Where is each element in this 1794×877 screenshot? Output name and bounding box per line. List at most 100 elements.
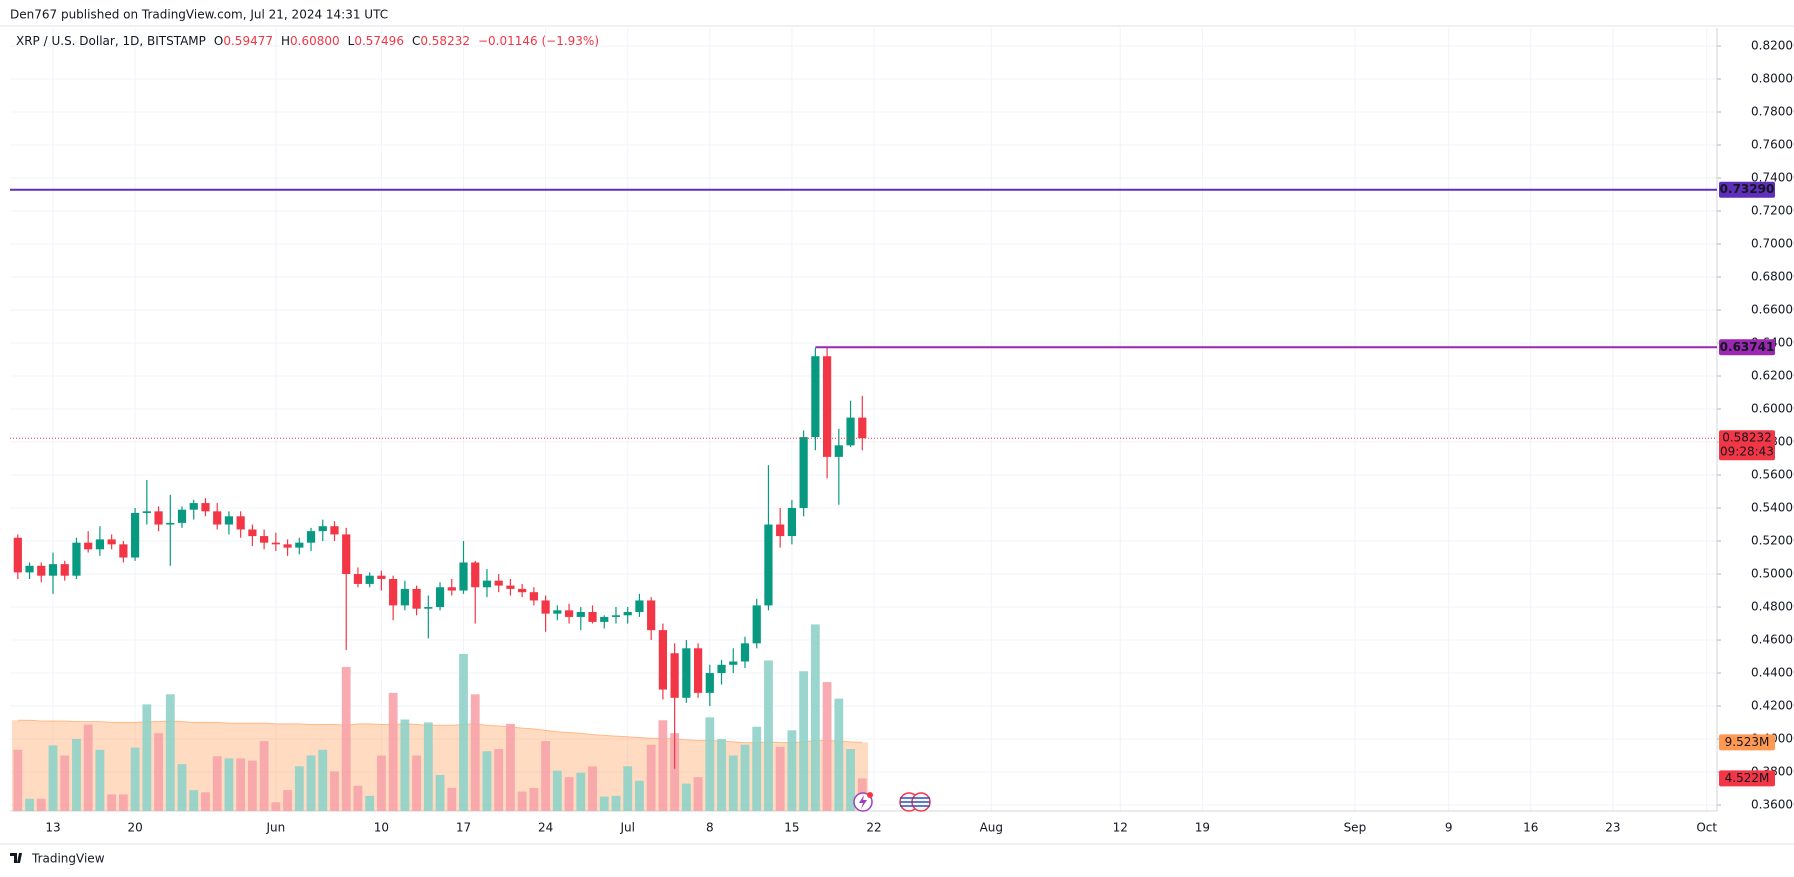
volume-bar xyxy=(130,747,140,811)
candle-body xyxy=(506,585,515,589)
volume-label-box xyxy=(1719,770,1775,787)
candle-body xyxy=(306,531,316,543)
volume-bar xyxy=(13,749,23,811)
candle-body xyxy=(834,445,843,457)
candle-body xyxy=(658,630,667,690)
candle-body xyxy=(459,562,468,591)
candle-body xyxy=(201,503,210,512)
candle-body xyxy=(647,600,656,631)
candle-body xyxy=(353,574,363,584)
volume-bar xyxy=(72,738,81,811)
candle-body xyxy=(670,653,679,698)
candle-body xyxy=(705,673,714,693)
volume-bar xyxy=(752,726,762,811)
candle-body xyxy=(37,565,46,576)
volume-bar xyxy=(236,758,246,811)
volume-bar xyxy=(459,653,468,811)
volume-bar xyxy=(635,780,644,811)
candle-body xyxy=(482,580,492,588)
candle-body xyxy=(224,516,234,525)
candle-body xyxy=(682,648,691,698)
volume-bar xyxy=(611,795,621,811)
candle-body xyxy=(518,588,527,593)
legend: XRP / U.S. Dollar, 1D, BITSTAMP O0.59477 H… xyxy=(16,34,599,48)
brand-logo xyxy=(10,853,22,863)
volume-bar xyxy=(400,719,410,811)
candle-body xyxy=(166,522,175,525)
volume-bar xyxy=(107,794,117,811)
candle-body xyxy=(858,417,867,439)
candle-body xyxy=(400,588,409,606)
candle-body xyxy=(529,592,538,601)
legend-value: 0.60800 xyxy=(290,34,340,48)
volume-bar xyxy=(353,785,363,811)
volume-label-box xyxy=(1719,734,1775,751)
x-tick-label: Oct xyxy=(1696,821,1717,835)
candle-body xyxy=(25,565,34,573)
volume-bar xyxy=(799,671,809,811)
candle-body xyxy=(13,537,22,573)
candle-body xyxy=(588,611,597,622)
volume-bar xyxy=(506,723,515,811)
volume-bar xyxy=(423,722,433,811)
candle-body xyxy=(342,534,351,575)
volume-bar xyxy=(435,774,445,811)
x-tick-label: 8 xyxy=(706,821,714,835)
legend-key: H xyxy=(281,34,290,48)
candle-body xyxy=(424,607,433,609)
volume-bar xyxy=(341,666,351,811)
candle-body xyxy=(248,529,257,537)
volume-bar xyxy=(271,802,281,811)
candle-body xyxy=(435,587,445,608)
candle-body xyxy=(377,575,386,579)
candle-body xyxy=(295,542,304,548)
x-tick-label: 22 xyxy=(866,821,881,835)
volume-bar xyxy=(588,766,597,811)
flag-stripes xyxy=(900,797,930,807)
candle-body xyxy=(260,536,269,543)
last-price-label: 0.58232 xyxy=(1722,431,1772,445)
x-tick-label: 9 xyxy=(1445,821,1453,835)
volume-bar xyxy=(728,755,738,811)
candle-body xyxy=(541,600,550,614)
volume-bar xyxy=(306,755,316,811)
volume-bar xyxy=(142,704,152,811)
volume-bar xyxy=(154,733,163,811)
x-tick-label: 19 xyxy=(1195,821,1210,835)
candle-body xyxy=(447,587,456,591)
x-tick-label: 17 xyxy=(456,821,471,835)
symbol: XRP / U.S. Dollar, 1D, BITSTAMP xyxy=(16,34,206,48)
volume-bar xyxy=(810,624,820,811)
legend-value: 0.57496 xyxy=(354,34,404,48)
volume-bar xyxy=(294,766,304,811)
volume-bar xyxy=(764,660,773,811)
candle-body xyxy=(764,524,773,606)
candle-body xyxy=(553,610,562,614)
candle-body xyxy=(95,539,105,550)
candle-body xyxy=(600,616,609,622)
volume-bar xyxy=(599,796,609,811)
candle-body xyxy=(142,511,151,513)
x-tick-label: 13 xyxy=(45,821,60,835)
volume-bar xyxy=(482,751,492,811)
x-tick-label: 15 xyxy=(784,821,799,835)
candle-body xyxy=(776,524,785,537)
candle-body xyxy=(189,503,198,510)
volume-bar xyxy=(541,741,551,811)
event-dot xyxy=(867,792,873,798)
volume-bar xyxy=(447,787,457,811)
candle-body xyxy=(131,512,140,558)
brand: TradingView xyxy=(31,852,105,866)
candle-body xyxy=(330,526,339,535)
candle-body xyxy=(811,356,820,438)
